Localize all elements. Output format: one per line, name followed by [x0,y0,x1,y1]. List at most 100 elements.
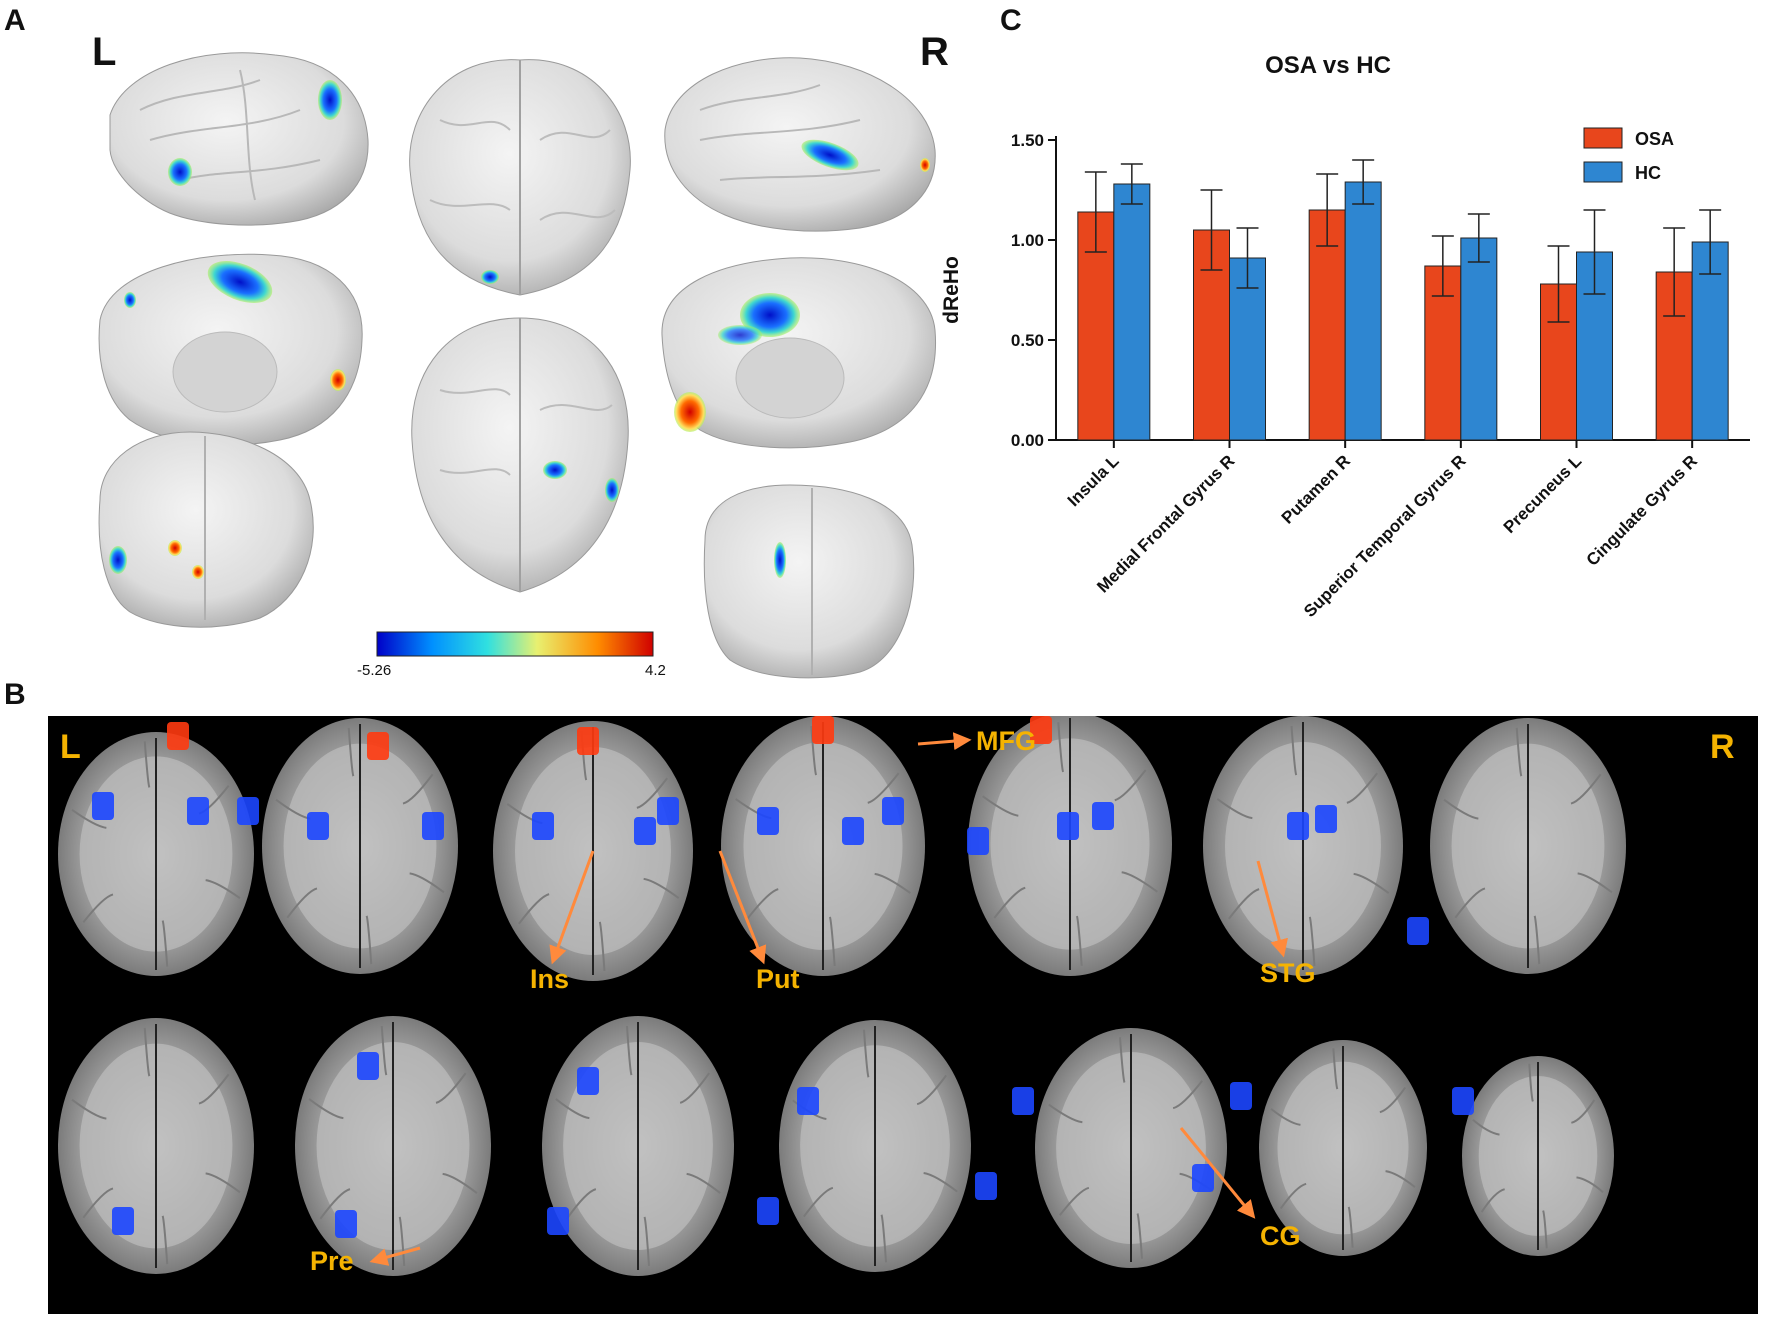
left-anterior-brain [98,431,314,628]
hypo-cluster [1452,1087,1474,1115]
hypo-cluster [307,812,329,840]
sulcus [1353,872,1390,894]
bottom-row-slice [58,1018,254,1274]
y-tick-label: 1.50 [1011,131,1044,150]
sulcus [143,741,151,788]
sulcus [1480,1188,1505,1213]
y-tick-label: 0.00 [1011,431,1044,450]
panel-b-left-label: L [60,728,81,766]
sulcus [380,1025,388,1076]
bar-hc [1691,241,1729,441]
bar-hc [1344,181,1382,441]
sulcus [319,1188,351,1220]
ins-annotation: Ins [530,964,570,994]
left-lateral-brain [109,52,369,226]
sulcus [643,877,680,899]
sulcus [1057,722,1065,773]
sulcus [1571,1099,1596,1124]
sulcus [636,777,668,809]
sulcus [1075,915,1083,966]
sulcus [555,1098,590,1120]
panel-a-letter: A [4,4,26,37]
bottom-row-slice [975,1028,1227,1268]
hypo-cluster [842,817,864,845]
hyper-cluster [812,716,834,744]
sulcus [867,772,900,804]
sulcus [1308,916,1316,967]
sulcus [205,879,241,899]
sulcus [435,1072,467,1104]
cg-arrow [1179,1127,1256,1219]
cg-annotation: CG [1260,1221,1301,1251]
hypo-cluster [532,812,554,840]
hypo-cluster [1057,812,1079,840]
sulcus [1577,872,1613,894]
mfg-annotation: MFG [976,726,1036,756]
bottom-row-slice [1452,1056,1614,1256]
x-tick-label: Medial Frontal Gyrus R [1093,451,1238,596]
annotation-arrows [369,732,1288,1266]
legend-label-hc: HC [1635,163,1661,183]
sulcus [365,915,373,965]
hypo-cluster [92,792,114,820]
sulcus [643,1216,651,1267]
sulcus [916,1074,948,1106]
sulcus [82,1187,114,1219]
sulcus [1216,798,1253,820]
sulcus [1136,1213,1144,1259]
sulcus [1454,887,1486,919]
right-lateral-brain [664,57,936,232]
bottom-row-slice [757,1020,971,1272]
bar-hc [1113,183,1151,441]
panel-b-right-label: R [1710,728,1735,766]
slice-rows [58,716,1626,1276]
sulcus [143,1027,151,1077]
hypo-cluster [335,1210,357,1238]
sulcus [686,1172,721,1194]
sulcus [993,886,1026,919]
legend-label-osa: OSA [1635,129,1674,149]
sulcus [1118,1037,1126,1083]
sulcus [862,1029,870,1078]
sulcus [1542,1210,1548,1249]
sulcus [1172,1080,1204,1110]
sulcus [398,1216,406,1267]
hypo-cluster [112,1207,134,1235]
sulcus [982,795,1019,817]
sulcus [1515,727,1523,777]
hypo-cluster [882,797,904,825]
sulcus [71,809,107,829]
hypo-cluster [757,807,779,835]
sulcus [1570,773,1602,805]
hypo-cluster [1287,812,1309,840]
top-row-slice [1203,716,1403,976]
hypo-cluster [1192,1164,1214,1192]
sulcus [1270,1108,1301,1126]
inferior-brain [411,317,629,593]
sulcus [402,773,434,805]
hypo-cluster [1012,1087,1034,1115]
hypo-cluster [975,1172,997,1200]
stg-annotation: STG [1260,958,1316,988]
sulcus [518,893,550,925]
x-tick-label: Precuneus L [1500,451,1586,537]
legend-swatch-osa [1583,127,1623,149]
panel-b-letter: B [4,678,26,711]
legend-swatch-hc [1583,161,1623,183]
sulcus [625,1025,633,1076]
hypo-cluster [187,797,209,825]
sulcus [880,1214,888,1263]
hyper-cluster [577,727,599,755]
sulcus [161,1215,169,1265]
top-row-slice [58,722,259,976]
sulcus [746,888,779,920]
put-annotation: Put [756,964,800,994]
sulcus [810,725,818,776]
sulcus [1443,798,1479,820]
y-tick-label: 1.00 [1011,231,1044,250]
sulcus [161,920,169,967]
sulcus [1472,1119,1500,1136]
sulcus [802,1186,834,1218]
sulcus [679,1072,711,1104]
hypo-cluster [547,1207,569,1235]
